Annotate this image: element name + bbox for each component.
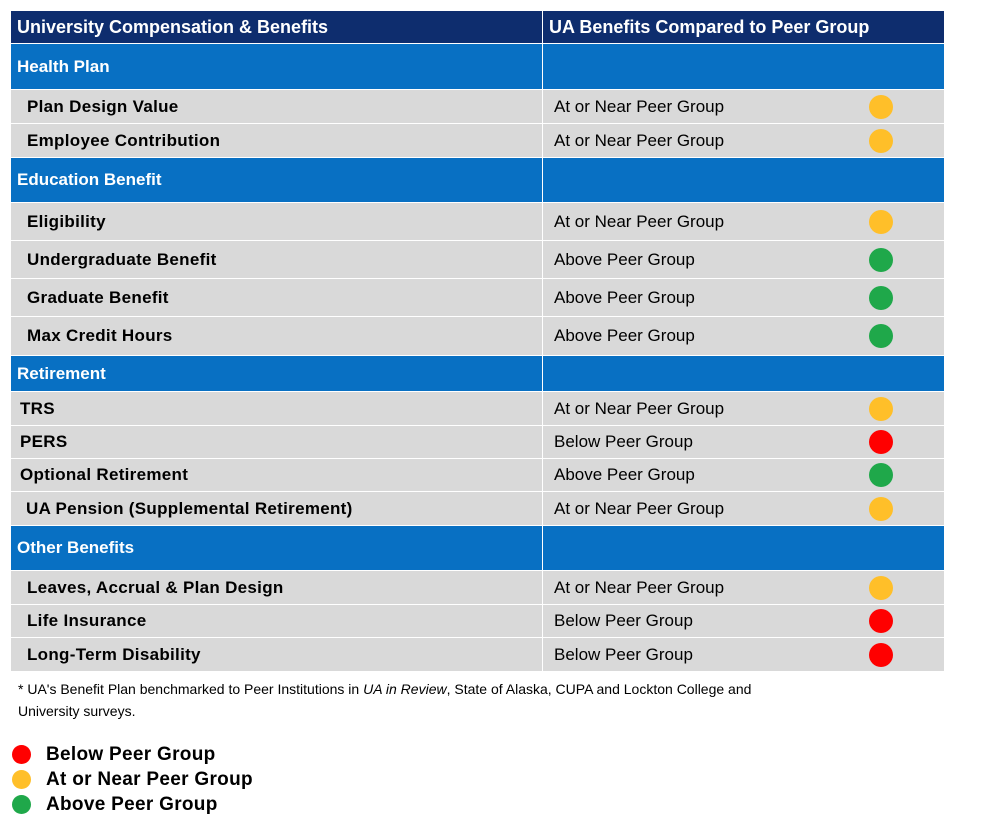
row-value: At or Near Peer Group [554, 398, 725, 418]
table-row: Undergraduate Benefit Above Peer Group [11, 241, 944, 279]
section-row-other-benefits: Other Benefits [11, 526, 944, 571]
row-label: Undergraduate Benefit [11, 241, 543, 278]
status-indicator [869, 642, 893, 667]
legend-item-near: At or Near Peer Group [12, 767, 253, 792]
legend-item-above: Above Peer Group [12, 792, 253, 817]
row-value: At or Near Peer Group [554, 498, 725, 518]
legend-label: At or Near Peer Group [46, 768, 253, 790]
status-indicator [869, 324, 893, 348]
row-label: Plan Design Value [11, 90, 543, 123]
row-value: At or Near Peer Group [554, 577, 725, 597]
yellow-dot-icon [12, 770, 31, 789]
row-label: TRS [11, 392, 543, 425]
section-row-retirement: Retirement [11, 356, 944, 392]
status-indicator [869, 128, 893, 153]
row-value: At or Near Peer Group [554, 211, 725, 231]
table-row: Max Credit Hours Above Peer Group [11, 317, 944, 356]
row-label: Leaves, Accrual & Plan Design [11, 571, 543, 604]
row-value: Above Peer Group [554, 326, 695, 345]
row-label: Eligibility [11, 203, 543, 240]
footnote: * UA's Benefit Plan benchmarked to Peer … [18, 678, 778, 722]
status-indicator [869, 430, 893, 454]
row-label: Employee Contribution [11, 124, 543, 157]
header-col1: University Compensation & Benefits [11, 11, 543, 43]
status-indicator [869, 94, 893, 119]
row-label: Optional Retirement [11, 459, 543, 491]
table-row: PERS Below Peer Group [11, 426, 944, 459]
red-dot-icon [12, 745, 31, 764]
table-row: Employee Contribution At or Near Peer Gr… [11, 124, 944, 158]
table-row: Leaves, Accrual & Plan Design At or Near… [11, 571, 944, 605]
row-label: Max Credit Hours [11, 317, 543, 355]
status-indicator [869, 463, 893, 487]
section-title: Education Benefit [11, 158, 543, 202]
table-row: Graduate Benefit Above Peer Group [11, 279, 944, 317]
row-label: UA Pension (Supplemental Retirement) [11, 492, 543, 525]
footnote-prefix: * UA's Benefit Plan benchmarked to Peer … [18, 681, 364, 697]
table-row: Life Insurance Below Peer Group [11, 605, 944, 638]
row-value: At or Near Peer Group [554, 130, 725, 150]
section-title: Health Plan [11, 44, 543, 89]
table-row: Long-Term Disability Below Peer Group [11, 638, 944, 671]
section-row-education-benefit: Education Benefit [11, 158, 944, 203]
section-title: Retirement [11, 356, 543, 391]
table-row: Optional Retirement Above Peer Group [11, 459, 944, 492]
row-value: Below Peer Group [554, 432, 693, 451]
row-label: PERS [11, 426, 543, 458]
footnote-suffix: , State of Alaska, CUPA and Lockton Coll… [18, 681, 752, 719]
table-row: Plan Design Value At or Near Peer Group [11, 90, 944, 124]
row-label: Long-Term Disability [11, 638, 543, 671]
status-indicator [869, 396, 893, 421]
row-value: Below Peer Group [554, 611, 693, 630]
green-dot-icon [12, 795, 31, 814]
row-value: Below Peer Group [554, 644, 693, 664]
section-title: Other Benefits [11, 526, 543, 570]
legend-item-below: Below Peer Group [12, 742, 253, 767]
row-value: At or Near Peer Group [554, 96, 725, 116]
header-col2: UA Benefits Compared to Peer Group [549, 16, 870, 37]
benefits-comparison-table: University Compensation & Benefits UA Be… [11, 11, 944, 671]
footnote-italic: UA in Review [363, 681, 447, 697]
status-indicator [869, 496, 893, 521]
section-row-health-plan: Health Plan [11, 44, 944, 90]
row-value: Above Peer Group [554, 249, 695, 269]
status-indicator [869, 609, 893, 633]
status-indicator [869, 285, 893, 310]
table-row: UA Pension (Supplemental Retirement) At … [11, 492, 944, 526]
table-row: TRS At or Near Peer Group [11, 392, 944, 426]
row-label: Graduate Benefit [11, 279, 543, 316]
table-header-row: University Compensation & Benefits UA Be… [11, 11, 944, 44]
row-value: Above Peer Group [554, 465, 695, 484]
row-value: Above Peer Group [554, 287, 695, 307]
table-row: Eligibility At or Near Peer Group [11, 203, 944, 241]
legend-label: Below Peer Group [46, 743, 216, 765]
status-indicator [869, 209, 893, 234]
legend: Below Peer Group At or Near Peer Group A… [12, 742, 253, 817]
row-label: Life Insurance [11, 605, 543, 637]
status-indicator [869, 575, 893, 600]
legend-label: Above Peer Group [46, 793, 218, 815]
status-indicator [869, 247, 893, 272]
